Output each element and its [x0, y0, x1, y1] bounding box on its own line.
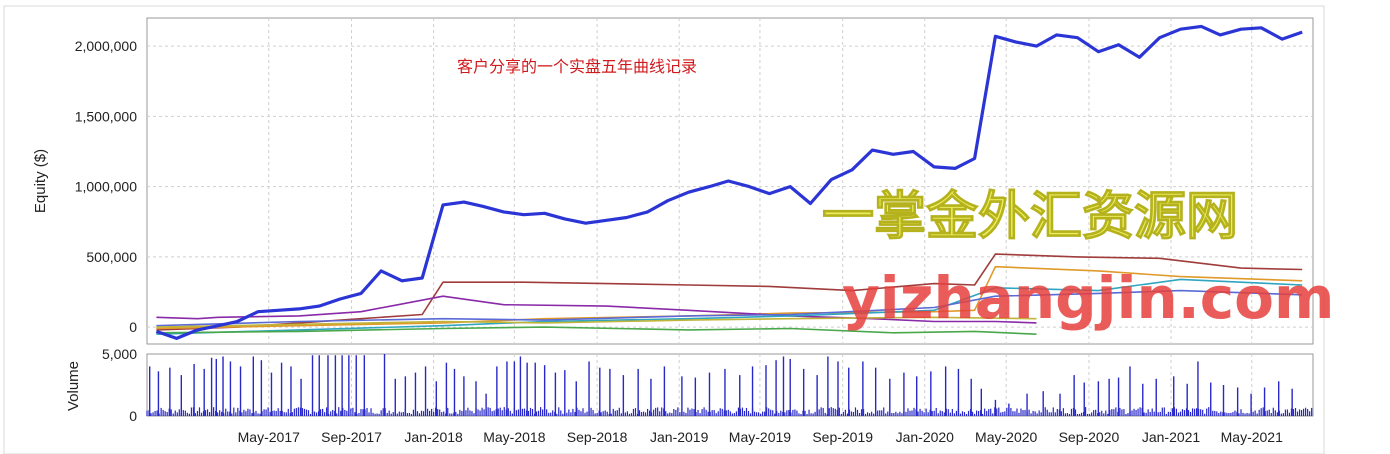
- equity-line: [156, 295, 1037, 324]
- x-tick-label: Sep-2018: [567, 429, 628, 445]
- x-tick-label: May-2018: [483, 429, 545, 445]
- volume-axis-title: Volume: [65, 361, 82, 411]
- y-tick-label: 1,000,000: [75, 179, 137, 195]
- watermark-title: 一掌金外汇资源网: [822, 187, 1238, 247]
- volume-y-tick-labels: 0 5,000: [102, 346, 137, 424]
- equity-axis-title: Equity ($): [32, 149, 49, 213]
- volume-tick-label: 0: [129, 408, 137, 424]
- equity-line: [156, 326, 1037, 335]
- chart-annotation: 客户分享的一个实盘五年曲线记录: [457, 57, 697, 76]
- volume-plot-area: [146, 353, 1314, 417]
- x-tick-labels: May-2017 Sep-2017 Jan-2018 May-2018 Sep-2018…: [238, 429, 1283, 445]
- x-tick-label: Sep-2017: [321, 429, 382, 445]
- equity-line: [156, 316, 1037, 328]
- y-tick-label: 0: [129, 319, 137, 335]
- volume-bars: [146, 354, 1313, 416]
- x-tick-label: Jan-2018: [404, 429, 463, 445]
- equity-line-main: [155, 24, 1303, 340]
- outer-frame: [3, 5, 1325, 454]
- equity-line: [156, 253, 1303, 331]
- equity-line: [156, 289, 1303, 327]
- equity-lines: [155, 24, 1303, 340]
- x-tick-label: May-2019: [729, 429, 791, 445]
- x-tick-label: May-2021: [1221, 429, 1283, 445]
- equity-y-tick-labels: 0 500,000 1,000,000 1,500,000 2,000,000: [75, 38, 138, 335]
- y-tick-label: 500,000: [86, 249, 137, 265]
- y-tick-label: 1,500,000: [75, 108, 137, 124]
- watermark-url: yizhangjin.com: [842, 264, 1334, 332]
- equity-line: [156, 278, 1303, 335]
- x-tick-label: May-2017: [238, 429, 300, 445]
- x-tick-label: Jan-2021: [1142, 429, 1201, 445]
- equity-gridlines: [147, 18, 1313, 344]
- volume-tick-label: 5,000: [102, 346, 137, 362]
- x-tick-label: May-2020: [975, 429, 1037, 445]
- x-tick-label: Jan-2020: [896, 429, 955, 445]
- x-tick-label: Jan-2019: [650, 429, 709, 445]
- x-tick-label: Sep-2019: [812, 429, 873, 445]
- y-tick-label: 2,000,000: [75, 38, 137, 54]
- x-tick-label: Sep-2020: [1059, 429, 1120, 445]
